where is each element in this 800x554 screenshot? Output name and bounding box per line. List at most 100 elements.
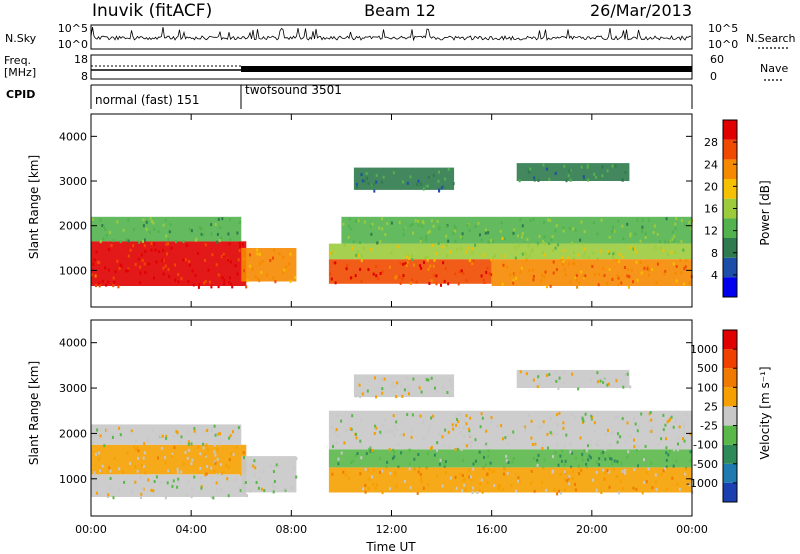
heatmap-speckle xyxy=(611,462,613,466)
heatmap-speckle xyxy=(332,261,335,265)
heatmap-speckle xyxy=(579,238,582,242)
heatmap-speckle xyxy=(449,378,452,382)
heatmap-speckle xyxy=(230,282,233,286)
heatmap-speckle xyxy=(392,171,395,175)
heatmap-speckle xyxy=(391,430,394,433)
heatmap-speckle xyxy=(482,278,485,282)
heatmap-speckle xyxy=(193,427,196,430)
heatmap-speckle xyxy=(256,248,259,252)
heatmap-speckle xyxy=(542,420,545,424)
heatmap-speckle xyxy=(232,430,234,434)
heatmap-speckle xyxy=(569,450,572,454)
heatmap-speckle xyxy=(601,454,604,458)
heatmap-speckle xyxy=(210,466,213,470)
heatmap-speckle xyxy=(340,451,343,455)
heatmap-speckle xyxy=(684,472,687,476)
heatmap-speckle xyxy=(420,266,423,270)
heatmap-speckle xyxy=(559,454,562,458)
heatmap-speckle xyxy=(544,372,547,376)
heatmap-speckle xyxy=(485,429,488,433)
heatmap-speckle xyxy=(371,222,374,226)
heatmap-speckle xyxy=(676,482,679,486)
heatmap-speckle xyxy=(569,442,572,446)
heatmap-speckle xyxy=(142,456,145,460)
heatmap-speckle xyxy=(542,240,544,244)
heatmap-speckle xyxy=(357,254,360,258)
heatmap-speckle xyxy=(561,449,563,453)
heatmap-speckle xyxy=(111,436,114,439)
heatmap-speckle xyxy=(217,432,220,436)
heatmap-speckle xyxy=(465,250,468,254)
heatmap-speckle xyxy=(599,379,602,383)
heatmap-speckle xyxy=(461,236,464,240)
heatmap-speckle xyxy=(574,228,577,232)
heatmap-speckle xyxy=(432,264,435,268)
heatmap-speckle xyxy=(104,227,107,231)
heatmap-speckle xyxy=(644,236,647,239)
heatmap-speckle xyxy=(481,490,484,494)
heatmap-speckle xyxy=(407,385,409,389)
heatmap-speckle xyxy=(406,181,409,185)
heatmap-speckle xyxy=(664,423,667,427)
heatmap-speckle xyxy=(107,280,110,284)
heatmap-speckle xyxy=(463,434,466,438)
heatmap-speckle xyxy=(193,475,196,479)
heatmap-speckle xyxy=(662,428,665,432)
heatmap-speckle xyxy=(147,478,150,482)
heatmap-speckle xyxy=(153,480,156,483)
heatmap-speckle xyxy=(677,436,680,440)
heatmap-speckle xyxy=(216,233,219,236)
heatmap-speckle xyxy=(96,260,99,264)
heatmap-speckle xyxy=(263,489,266,493)
heatmap-speckle xyxy=(457,420,460,424)
heatmap-speckle xyxy=(129,462,131,465)
heatmap-speckle xyxy=(449,393,452,397)
heatmap-speckle xyxy=(629,434,632,438)
heatmap-speckle xyxy=(441,484,444,488)
heatmap-speckle xyxy=(223,282,226,286)
heatmap-speckle xyxy=(242,257,245,261)
heatmap-speckle xyxy=(218,239,221,243)
heatmap-speckle xyxy=(119,433,122,437)
heatmap-speckle xyxy=(98,284,101,288)
heatmap-speckle xyxy=(283,268,286,272)
heatmap-speckle xyxy=(643,458,645,462)
heatmap-speckle xyxy=(188,227,191,231)
heatmap-speckle xyxy=(526,237,529,241)
heatmap-speckle xyxy=(422,420,425,424)
heatmap-speckle xyxy=(584,251,587,255)
heatmap-speckle xyxy=(608,268,611,271)
heatmap-speckle xyxy=(591,264,594,268)
heatmap-speckle xyxy=(415,280,418,284)
x-tick-label: 12:00 xyxy=(376,523,408,536)
heatmap-speckle xyxy=(291,487,294,491)
heatmap-speckle xyxy=(497,484,500,488)
heatmap-speckle xyxy=(689,459,692,463)
heatmap-speckle xyxy=(157,456,159,460)
heatmap-speckle xyxy=(372,482,375,486)
heatmap-speckle xyxy=(207,268,210,272)
heatmap-speckle xyxy=(601,267,604,271)
heatmap-speckle xyxy=(596,380,599,384)
heatmap-speckle xyxy=(444,428,447,432)
heatmap-speckle xyxy=(429,264,432,268)
heatmap-speckle xyxy=(514,256,517,260)
heatmap-speckle xyxy=(443,464,446,468)
heatmap-speckle xyxy=(354,274,357,278)
heatmap-speckle xyxy=(474,243,477,247)
heatmap-speckle xyxy=(583,449,586,453)
heatmap-speckle xyxy=(484,463,487,467)
colorbar-swatch xyxy=(723,179,737,199)
heatmap-speckle xyxy=(187,479,190,483)
heatmap-speckle xyxy=(372,469,375,473)
heatmap-speckle xyxy=(222,252,225,256)
heatmap-speckle xyxy=(641,218,644,222)
heatmap-speckle xyxy=(107,268,110,272)
heatmap-speckle xyxy=(585,412,588,416)
heatmap-speckle xyxy=(185,492,188,496)
heatmap-speckle xyxy=(453,224,456,228)
heatmap-speckle xyxy=(261,260,264,264)
heatmap-speckle xyxy=(459,430,462,434)
heatmap-speckle xyxy=(140,496,142,499)
heatmap-speckle xyxy=(459,412,462,416)
